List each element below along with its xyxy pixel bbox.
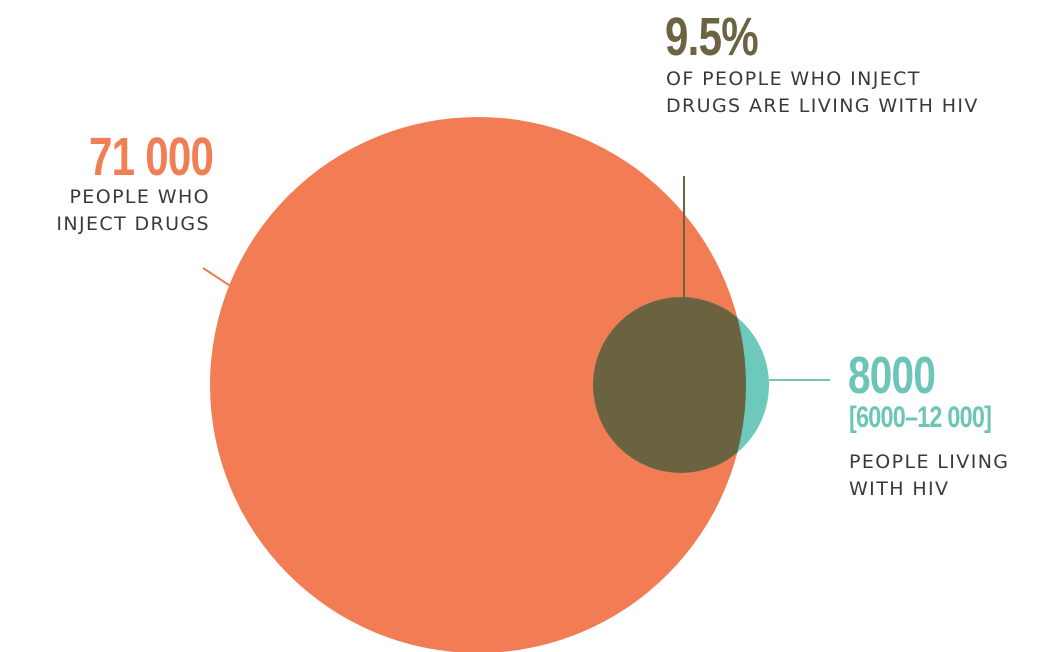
overlap-region [593,297,746,473]
pwid-caption: PEOPLE WHO INJECT DRUGS [56,184,210,238]
pwid-caption-line: INJECT DRUGS [56,213,210,235]
hiv-caption: PEOPLE LIVING WITH HIV [849,449,1009,503]
overlap-caption-line: OF PEOPLE WHO INJECT [666,68,921,90]
hiv-value: 8000 [848,347,936,405]
overlap-caption-line: DRUGS ARE LIVING WITH HIV [666,95,979,117]
overlap-value: 9.5% [665,7,759,67]
hiv-caption-line: WITH HIV [849,478,950,500]
hiv-caption-line: PEOPLE LIVING [849,451,1010,473]
pwid-value: 71 000 [88,127,214,187]
pwid-circle [210,117,746,652]
overlap-caption: OF PEOPLE WHO INJECT DRUGS ARE LIVING WI… [666,66,979,120]
hiv-range: [6000–12 000] [849,401,992,434]
pwid-leader-line [202,267,233,288]
pwid-caption-line: PEOPLE WHO [69,186,210,208]
